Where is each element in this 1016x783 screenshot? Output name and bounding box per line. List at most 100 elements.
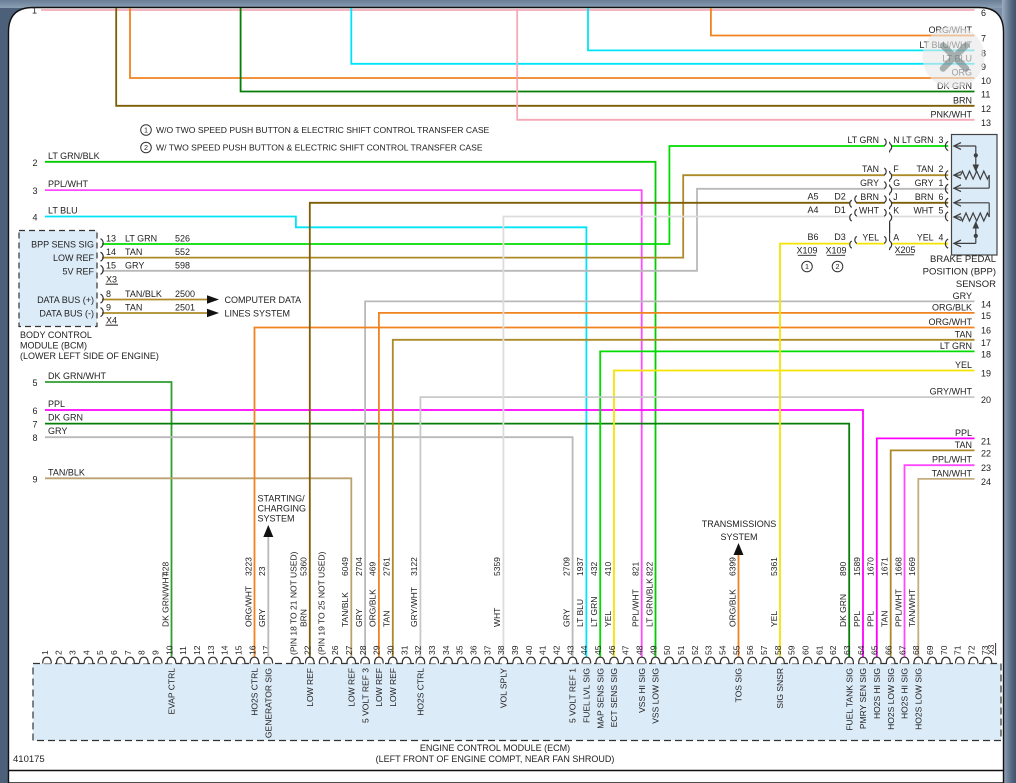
svg-text:15: 15 <box>981 311 991 321</box>
svg-text:W/ TWO SPEED PUSH BUTTON & ELE: W/ TWO SPEED PUSH BUTTON & ELECTRIC SHIF… <box>156 143 483 153</box>
svg-text:TAN: TAN <box>879 611 889 627</box>
svg-text:5361: 5361 <box>769 557 779 576</box>
svg-text:2709: 2709 <box>561 557 571 576</box>
svg-text:TAN/WHT: TAN/WHT <box>932 468 973 478</box>
svg-text:2: 2 <box>939 164 944 174</box>
svg-text:TRANSMISSIONS: TRANSMISSIONS <box>702 519 777 529</box>
svg-text:22: 22 <box>303 645 313 655</box>
svg-text:13: 13 <box>106 234 116 244</box>
svg-text:5: 5 <box>95 650 105 655</box>
svg-text:GRY: GRY <box>48 426 67 436</box>
svg-text:LT GRN: LT GRN <box>589 597 599 627</box>
svg-text:4: 4 <box>32 213 37 223</box>
svg-text:(PIN 19 TO 25 NOT USED): (PIN 19 TO 25 NOT USED) <box>316 551 326 655</box>
svg-text:432: 432 <box>589 562 599 576</box>
svg-text:TAN: TAN <box>955 329 972 339</box>
svg-text:LT GRN/BLK: LT GRN/BLK <box>644 578 654 627</box>
svg-text:ENGINE CONTROL MODULE (ECM): ENGINE CONTROL MODULE (ECM) <box>420 743 570 753</box>
svg-text:LT GRN: LT GRN <box>848 135 879 145</box>
svg-text:10: 10 <box>981 76 991 86</box>
svg-text:DATA BUS (+): DATA BUS (+) <box>37 295 94 305</box>
svg-text:(PIN 18 TO 21 NOT USED): (PIN 18 TO 21 NOT USED) <box>289 551 299 655</box>
svg-text:45: 45 <box>593 645 603 655</box>
svg-text:33: 33 <box>427 645 437 655</box>
svg-text:56: 56 <box>745 645 755 655</box>
svg-text:POSITION (BPP): POSITION (BPP) <box>923 267 996 278</box>
svg-text:TAN/WHT: TAN/WHT <box>907 589 917 627</box>
svg-text:821: 821 <box>630 562 640 576</box>
svg-text:1589: 1589 <box>852 557 862 576</box>
svg-text:1: 1 <box>939 178 944 188</box>
svg-text:7: 7 <box>123 650 133 655</box>
svg-text:VSS HI SIG: VSS HI SIG <box>637 668 647 713</box>
svg-text:9: 9 <box>32 474 37 484</box>
svg-text:D1: D1 <box>834 205 846 215</box>
svg-text:GRY: GRY <box>915 178 934 188</box>
svg-text:GRY: GRY <box>953 291 972 301</box>
svg-text:TAN: TAN <box>917 164 934 174</box>
svg-text:1670: 1670 <box>866 557 876 576</box>
svg-text:X109: X109 <box>825 246 846 256</box>
svg-text:29: 29 <box>372 645 382 655</box>
svg-text:YEL: YEL <box>955 360 972 370</box>
svg-text:HO2S LOW SIG: HO2S LOW SIG <box>886 668 896 730</box>
svg-text:BRAKE PEDAL: BRAKE PEDAL <box>930 254 996 265</box>
svg-text:BRN: BRN <box>299 609 309 627</box>
svg-text:8: 8 <box>137 650 147 655</box>
svg-text:8: 8 <box>32 433 37 443</box>
svg-text:GRY/WHT: GRY/WHT <box>930 387 973 397</box>
svg-text:PPL: PPL <box>955 428 972 438</box>
svg-text:YEL: YEL <box>769 611 779 627</box>
svg-text:5: 5 <box>939 206 944 216</box>
svg-text:(LOWER LEFT SIDE OF ENGINE): (LOWER LEFT SIDE OF ENGINE) <box>20 351 159 361</box>
svg-text:11: 11 <box>981 90 990 100</box>
svg-text:65: 65 <box>870 645 880 655</box>
svg-text:9: 9 <box>106 303 111 313</box>
svg-text:55: 55 <box>731 645 741 655</box>
svg-text:63: 63 <box>842 645 852 655</box>
svg-text:X4: X4 <box>106 316 117 326</box>
svg-text:69: 69 <box>925 645 935 655</box>
svg-text:PPL: PPL <box>866 611 876 627</box>
svg-text:19: 19 <box>981 369 991 379</box>
svg-text:30: 30 <box>386 645 396 655</box>
svg-text:GENERATOR SIG: GENERATOR SIG <box>263 668 273 738</box>
svg-text:LT GRN/BLK: LT GRN/BLK <box>48 151 100 161</box>
svg-text:A4: A4 <box>807 205 818 215</box>
svg-text:12: 12 <box>981 104 991 114</box>
svg-text:GRY: GRY <box>860 178 879 188</box>
svg-text:15: 15 <box>106 260 116 270</box>
svg-text:HO2S HI SIG: HO2S HI SIG <box>900 668 910 719</box>
svg-text:DK GRN: DK GRN <box>838 594 848 627</box>
svg-text:ECT SENS SIG: ECT SENS SIG <box>609 668 619 727</box>
svg-text:28: 28 <box>358 645 368 655</box>
svg-text:410: 410 <box>603 562 613 576</box>
svg-text:52: 52 <box>690 645 700 655</box>
svg-text:GRY/WHT: GRY/WHT <box>409 587 419 627</box>
svg-text:5 VOLT REF 3: 5 VOLT REF 3 <box>360 668 370 723</box>
svg-text:13: 13 <box>981 118 991 128</box>
svg-text:35: 35 <box>455 645 465 655</box>
svg-text:DK GRN: DK GRN <box>48 413 83 423</box>
svg-text:2501: 2501 <box>175 303 195 313</box>
svg-text:14: 14 <box>220 645 230 655</box>
svg-text:1671: 1671 <box>879 557 889 576</box>
svg-text:41: 41 <box>538 645 548 655</box>
svg-text:X3: X3 <box>986 644 996 655</box>
svg-text:57: 57 <box>759 645 769 655</box>
svg-text:LOW REF: LOW REF <box>305 668 315 707</box>
svg-text:X109: X109 <box>796 246 817 256</box>
svg-text:SENSOR: SENSOR <box>956 279 996 290</box>
svg-text:STARTING/: STARTING/ <box>258 494 306 504</box>
svg-text:2: 2 <box>54 650 64 655</box>
svg-text:BRN: BRN <box>860 192 879 202</box>
svg-text:TAN: TAN <box>382 611 392 627</box>
svg-text:PNK/WHT: PNK/WHT <box>931 109 973 119</box>
svg-text:2704: 2704 <box>354 557 364 576</box>
svg-text:73: 73 <box>980 645 990 655</box>
svg-text:TAN: TAN <box>125 303 142 313</box>
svg-text:SYSTEM: SYSTEM <box>720 532 757 542</box>
svg-text:DATA BUS (-): DATA BUS (-) <box>39 309 94 319</box>
svg-text:5V REF: 5V REF <box>62 266 94 276</box>
svg-text:3: 3 <box>32 186 37 196</box>
